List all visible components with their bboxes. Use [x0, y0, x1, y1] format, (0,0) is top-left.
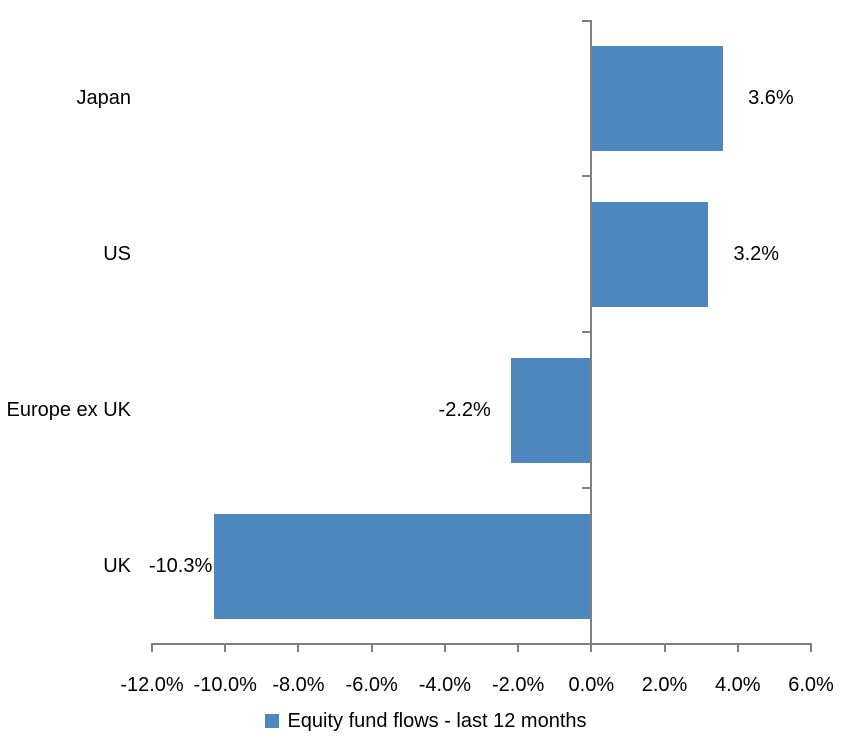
x-tick-0 — [151, 645, 153, 652]
bar-europe-ex-uk — [510, 357, 592, 463]
x-tick-9 — [810, 645, 812, 652]
x-tick-label-6: 0.0% — [568, 674, 615, 696]
x-tick-5 — [517, 645, 520, 652]
x-axis-line — [151, 643, 812, 645]
x-tick-label-0: -12.0% — [120, 674, 184, 696]
x-tick-label-4: -4.0% — [418, 674, 471, 696]
y-axis-line — [590, 20, 593, 652]
x-tick-label-9: 6.0% — [788, 674, 834, 696]
legend-color-swatch — [265, 714, 280, 728]
category-label-japan: Japan — [76, 86, 132, 109]
x-tick-label-3: -6.0% — [345, 674, 398, 696]
category-label-us: US — [103, 242, 131, 265]
x-tick-1 — [224, 645, 227, 652]
x-tick-label-5: -2.0% — [491, 674, 545, 696]
x-tick-8 — [736, 645, 739, 652]
x-tick-2 — [297, 645, 300, 652]
legend-label: Equity fund flows - last 12 months — [287, 709, 587, 732]
category-tick-3 — [582, 487, 592, 489]
category-label-uk: UK — [103, 554, 131, 577]
x-tick-3 — [370, 645, 373, 652]
data-label-uk: -10.3% — [148, 554, 213, 577]
bar-us — [591, 201, 709, 307]
x-tick-label-7: 2.0% — [641, 674, 688, 696]
data-label-us: 3.2% — [733, 242, 780, 265]
x-tick-label-8: 4.0% — [714, 674, 761, 696]
x-tick-label-1: -10.0% — [193, 674, 257, 696]
data-label-japan: 3.6% — [748, 86, 794, 109]
category-tick-2 — [582, 331, 592, 333]
category-tick-1 — [582, 175, 592, 177]
category-tick-0 — [582, 20, 592, 22]
bar-japan — [591, 45, 724, 151]
x-tick-7 — [663, 645, 666, 652]
bar-uk — [214, 513, 592, 619]
x-tick-label-2: -8.0% — [272, 674, 325, 696]
category-label-europe-ex-uk: Europe ex UK — [6, 398, 131, 421]
data-label-europe-ex-uk: -2.2% — [438, 398, 491, 421]
x-tick-4 — [443, 645, 446, 652]
legend: Equity fund flows - last 12 months — [0, 706, 852, 736]
